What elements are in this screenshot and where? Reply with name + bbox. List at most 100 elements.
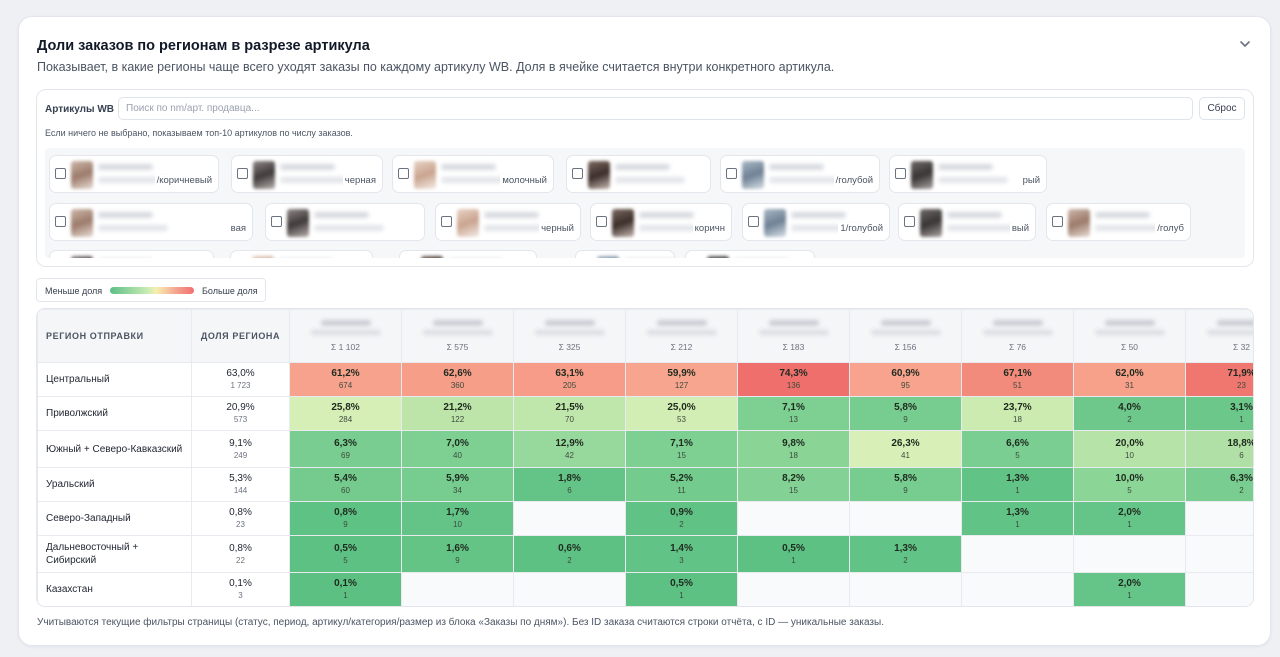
- article-checkbox[interactable]: [441, 216, 452, 227]
- blurred-article-name: [639, 212, 694, 218]
- cell-percent: 5,8%: [894, 402, 917, 413]
- article-checkbox[interactable]: [55, 216, 66, 227]
- cell-percent: 63,1%: [555, 368, 584, 379]
- cell-count: 60: [341, 486, 350, 495]
- header-article: Σ 183: [737, 309, 850, 363]
- product-thumbnail: [287, 209, 309, 237]
- cell-percent: 5,8%: [894, 473, 917, 484]
- header-article: Σ 32: [1185, 309, 1253, 363]
- cell-count: 13: [789, 415, 798, 424]
- blurred-article-id: [880, 320, 931, 326]
- cell-count: 2: [903, 555, 908, 565]
- cell-percent: 5,2%: [670, 473, 693, 484]
- region-share-percent: 0,8%: [229, 542, 252, 554]
- blurred-article-meta: [791, 225, 861, 231]
- article-checkbox[interactable]: [271, 216, 282, 227]
- article-chip[interactable]: вый: [898, 203, 1036, 241]
- cell-percent: 10,0%: [1115, 473, 1144, 484]
- cell-count: 127: [674, 381, 689, 390]
- article-chip[interactable]: коричн: [590, 203, 732, 241]
- article-checkbox[interactable]: [748, 216, 759, 227]
- chevron-down-icon[interactable]: [1238, 37, 1252, 51]
- article-checkbox[interactable]: [237, 168, 248, 179]
- product-thumbnail: [414, 161, 436, 189]
- region-share-percent: 5,3%: [229, 473, 252, 484]
- cell-percent: 61,2%: [331, 368, 360, 379]
- article-checkbox[interactable]: [596, 216, 607, 227]
- product-thumbnail: [588, 161, 610, 189]
- cell-count: 53: [677, 415, 686, 424]
- region-order-count: 573: [233, 415, 248, 424]
- cell-percent: 1,8%: [558, 473, 581, 484]
- article-chip[interactable]: [685, 250, 815, 258]
- reset-button[interactable]: Сброс: [1199, 97, 1245, 120]
- article-filter: Артикулы WB Сброс Если ничего не выбрано…: [36, 89, 1254, 267]
- blurred-article-id: [544, 320, 595, 326]
- cell-count: 2: [567, 555, 572, 565]
- region-order-count: 23: [236, 520, 245, 529]
- region-share: 9,1% 249: [191, 430, 290, 468]
- article-chip[interactable]: [230, 250, 373, 258]
- article-chip[interactable]: [575, 250, 675, 258]
- article-color-label: рый: [1020, 175, 1040, 186]
- article-chip[interactable]: /голуб: [1046, 203, 1191, 241]
- article-chip[interactable]: молочный: [392, 155, 554, 193]
- article-checkbox[interactable]: [726, 168, 737, 179]
- article-chip[interactable]: черная: [231, 155, 383, 193]
- heatmap-cell: 74,3% 136: [737, 362, 850, 397]
- cell-percent: 21,2%: [443, 402, 472, 413]
- article-search-input[interactable]: [118, 97, 1193, 120]
- cell-count: 2: [1127, 415, 1132, 424]
- cell-count: 1: [1015, 486, 1020, 495]
- article-chip[interactable]: рый: [889, 155, 1047, 193]
- heatmap-cell: 10,0% 5: [1073, 467, 1186, 502]
- article-chip[interactable]: [49, 250, 214, 258]
- article-chip[interactable]: /коричневый: [49, 155, 219, 193]
- blurred-article-name: [947, 212, 1002, 218]
- heatmap-cell: 59,9% 127: [625, 362, 738, 397]
- article-chip[interactable]: черный: [435, 203, 581, 241]
- cell-count: 2: [679, 520, 684, 529]
- blurred-article-name: [98, 212, 153, 218]
- article-chip[interactable]: [566, 155, 711, 193]
- cell-count: 51: [1013, 381, 1022, 390]
- blurred-article-id: [768, 320, 819, 326]
- article-chip[interactable]: /голубой: [720, 155, 880, 193]
- article-checkbox[interactable]: [55, 168, 66, 179]
- blurred-article-name: [1206, 330, 1253, 335]
- article-chip[interactable]: 1/голубой: [742, 203, 890, 241]
- article-chip[interactable]: [265, 203, 425, 241]
- article-checkbox[interactable]: [1052, 216, 1063, 227]
- region-share: 0,8% 23: [191, 501, 290, 536]
- heatmap-cell: 1,6% 9: [401, 535, 514, 573]
- heatmap-cell: 71,9% 23: [1185, 362, 1253, 397]
- article-chip[interactable]: вая: [49, 203, 253, 241]
- region-share-table: РЕГИОН ОТПРАВКИ ДОЛЯ РЕГИОНА Σ 1 102 Σ 57…: [36, 308, 1254, 607]
- cell-count: 136: [786, 381, 801, 390]
- article-checkbox[interactable]: [572, 168, 583, 179]
- article-checkbox[interactable]: [398, 168, 409, 179]
- card-subtitle: Показывает, в какие регионы чаще всего у…: [37, 60, 835, 74]
- blurred-article-name: [422, 330, 493, 335]
- article-chip[interactable]: [399, 250, 537, 258]
- cell-count: 15: [677, 450, 686, 460]
- heatmap-cell: 25,0% 53: [625, 396, 738, 431]
- cell-percent: 60,9%: [891, 368, 920, 379]
- product-thumbnail: [764, 209, 786, 237]
- cell-percent: 2,0%: [1118, 507, 1141, 518]
- blurred-article-name: [534, 330, 605, 335]
- product-thumbnail: [707, 256, 729, 258]
- heatmap-cell-empty: [737, 572, 850, 606]
- cell-count: 122: [450, 415, 465, 424]
- cell-count: 1: [1127, 591, 1132, 600]
- cell-percent: 62,6%: [443, 368, 472, 379]
- cell-count: 31: [1125, 381, 1134, 390]
- article-checkbox[interactable]: [904, 216, 915, 227]
- heatmap-cell: 0,9% 2: [625, 501, 738, 536]
- product-thumbnail: [597, 256, 619, 258]
- blurred-article-name: [98, 164, 153, 170]
- article-order-total: Σ 156: [894, 342, 917, 352]
- article-checkbox[interactable]: [895, 168, 906, 179]
- heatmap-cell: 6,3% 69: [289, 430, 402, 468]
- blurred-article-name: [1095, 212, 1150, 218]
